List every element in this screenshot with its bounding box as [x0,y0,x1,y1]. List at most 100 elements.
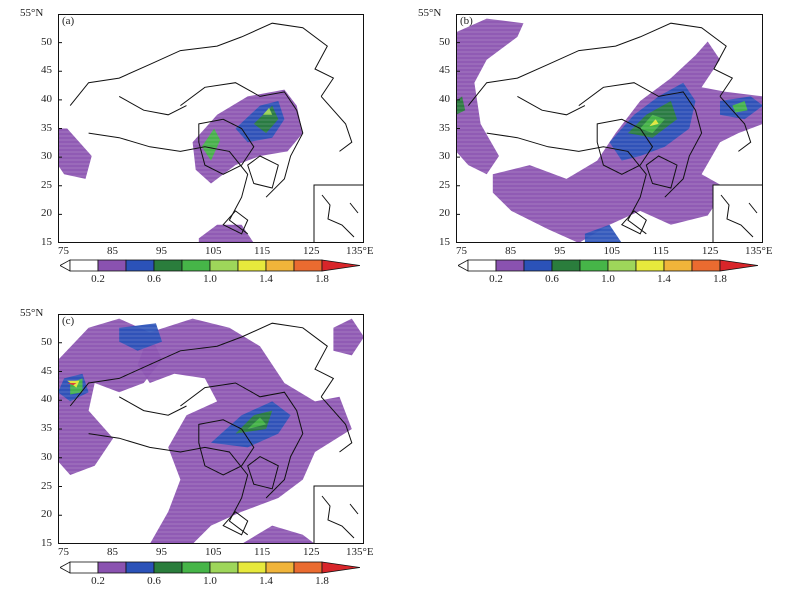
lat-label-50: 50 [41,35,52,48]
boundary-line [88,433,249,536]
colorbar [60,259,360,272]
lon-label-95: 95 [156,245,167,257]
inset-boundary [720,194,758,238]
colorbar-segment [579,259,609,272]
lon-label-125: 125 [303,546,320,558]
boundary-line [517,95,586,116]
colorbar-segment [209,561,239,574]
field-contour-purple [58,318,162,475]
colorbar-segment [691,259,721,272]
colorbar-segment [237,561,267,574]
colorbar-under-triangle [60,259,71,272]
boundary-line [247,155,279,189]
colorbar-segment [293,259,323,272]
colorbar-label-0.2: 0.2 [91,273,105,285]
lon-label-75: 75 [58,546,69,558]
boundary-line [320,396,353,453]
boundary-line [180,382,304,499]
panel-tag: (b) [460,15,473,27]
lon-label-end: 135°E [346,245,374,257]
colorbar-label-1.0: 1.0 [601,273,615,285]
lat-label-45: 45 [439,64,450,77]
colorbar-segment [495,259,525,272]
colorbar-segment [523,259,553,272]
lat-label-40: 40 [41,393,52,406]
map-frame [58,314,364,544]
lat-label-top: 55°N [418,7,442,19]
colorbar-label-0.2: 0.2 [91,575,105,587]
lat-label-45: 45 [41,364,52,377]
lon-label-end: 135°E [745,245,773,257]
boundary-line [719,96,752,152]
field-contour-purple [241,525,315,544]
lon-label-115: 115 [652,245,669,257]
lon-label-105: 105 [205,245,222,257]
field-contour-green [247,417,267,429]
colorbar-under-triangle [458,259,469,272]
field-contour-darkgreen [235,410,273,434]
lat-label-20: 20 [41,508,52,521]
lat-label-35: 35 [41,121,52,134]
colorbar-label-0.2: 0.2 [489,273,503,285]
field-contour-purple [58,128,92,179]
field-contour-lightgreen [263,107,273,115]
lat-label-15: 15 [41,236,52,248]
lon-label-125: 125 [701,245,719,257]
colorbar-label-0.6: 0.6 [147,575,161,587]
lon-label-85: 85 [107,245,118,257]
colorbar-segment [467,259,497,272]
lat-label-20: 20 [41,207,52,220]
colorbar-label-1.0: 1.0 [203,575,217,587]
lat-label-15: 15 [41,537,52,549]
colorbar-segment [181,561,211,574]
boundary-line [222,210,249,235]
inset-boundary [321,194,359,238]
lat-label-30: 30 [41,150,52,163]
boundary-line [222,511,249,536]
lon-label-105: 105 [603,245,621,257]
lat-label-50: 50 [439,35,450,48]
lat-label-top: 55°N [20,307,44,319]
hatch-overlay [58,315,364,541]
boundary-line [247,456,279,490]
lon-label-75: 75 [456,245,467,257]
boundary-line [486,132,647,235]
field-contour-darkgreen [456,96,466,115]
map-frame [58,14,364,243]
lat-label-top: 55°N [20,7,44,19]
lat-label-20: 20 [439,207,450,220]
boundary-line [69,322,335,407]
field-contour-darkgreen [253,105,279,134]
colorbar-segment [663,259,693,272]
lat-label-40: 40 [439,92,450,105]
colorbar-segment [551,259,581,272]
field-contour-red [67,383,77,386]
colorbar-label-0.6: 0.6 [545,273,559,285]
lat-label-35: 35 [41,422,52,434]
panel-tag: (a) [62,15,75,27]
colorbar [60,561,360,574]
colorbar-segment [237,259,267,272]
field-contour-purple [198,224,254,243]
colorbar-segment [181,259,211,272]
colorbar-over-triangle [321,259,360,272]
colorbar-under-triangle [60,561,71,574]
lon-label-95: 95 [156,546,167,558]
inset-boundary [321,495,359,539]
colorbar-over-triangle [719,259,758,272]
map-frame [456,14,763,243]
lat-label-30: 30 [41,450,52,463]
colorbar-segment [97,259,127,272]
lon-label-115: 115 [254,546,271,558]
boundary-line [596,118,654,175]
inset-map-box [313,485,364,544]
boundary-line [88,132,249,235]
colorbar-label-1.4: 1.4 [259,575,273,587]
lat-label-30: 30 [439,150,450,163]
panel-tag: (c) [62,315,75,327]
colorbar-over-triangle [321,561,360,574]
colorbar-label-1.0: 1.0 [203,273,217,285]
colorbar-label-1.4: 1.4 [259,273,273,285]
colorbar-label-0.6: 0.6 [147,273,161,285]
boundary-line [118,396,187,416]
